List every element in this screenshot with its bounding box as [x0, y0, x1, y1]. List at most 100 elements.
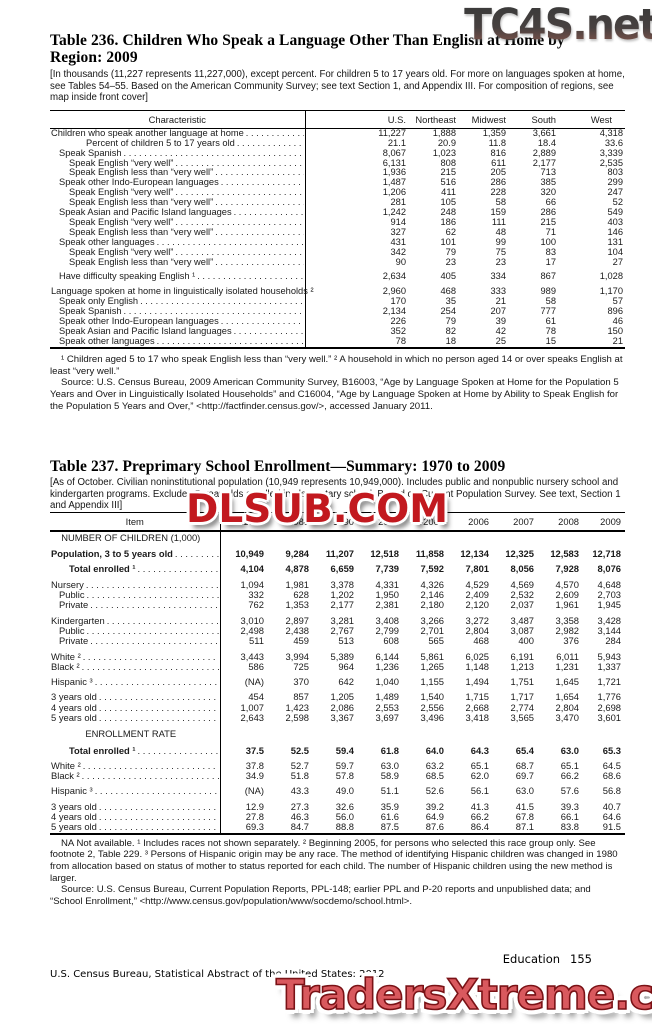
cell-value: 3,339 [599, 147, 623, 158]
cell-value: 2,703 [597, 589, 621, 601]
cell-value: 82 [445, 326, 456, 336]
cell-value: 1,540 [420, 691, 444, 703]
table-236-note: [In thousands (11,227 represents 11,227,… [50, 69, 625, 104]
dot-leader [90, 636, 218, 646]
row-label: Kindergarten [51, 614, 105, 626]
row-label: 4 years old [51, 811, 97, 823]
row-label: Private [59, 599, 89, 611]
cell-value: 1,265 [420, 660, 444, 672]
cell-value: 4,878 [285, 563, 309, 575]
cell-value: 247 [607, 187, 623, 198]
cell-value: 35.9 [380, 800, 399, 812]
row-label: Speak Asian and Pacific Island languages [59, 207, 232, 218]
table-row: Speak English “very well” 342 79 75 83 104 [50, 246, 625, 258]
cell-value: 2,767 [330, 624, 354, 636]
dot-leader [215, 258, 303, 268]
cell-value: 459 [293, 635, 309, 647]
cell-value: 1,155 [420, 676, 444, 688]
cell-value: 20.9 [437, 137, 456, 148]
cell-value: 27.8 [245, 811, 264, 823]
cell-value: 79 [445, 246, 456, 257]
cell-value: 2,438 [285, 624, 309, 636]
cell-value: 1,028 [599, 271, 623, 282]
cell-value: 10,949 [235, 548, 264, 560]
cell-value: 4,331 [375, 578, 399, 590]
cell-value: 1,236 [375, 660, 399, 672]
cell-value: 3,378 [330, 578, 354, 590]
cell-value: 896 [607, 306, 623, 317]
dot-leader [107, 616, 219, 626]
cell-value: 1,040 [375, 676, 399, 688]
column-header-2009: 2009 [600, 515, 621, 527]
cell-value: 454 [248, 691, 264, 703]
footnote-text: NA Not available. ¹ Includes races not s… [50, 837, 618, 884]
cell-value: 3,496 [420, 711, 444, 723]
table-row: Speak English less than “very well” 90 23 2… [50, 256, 625, 268]
cell-value: 3,661 [532, 127, 556, 138]
cell-value: 56.8 [602, 785, 621, 797]
column-header-south: South [531, 113, 557, 125]
column-header-us: U.S. [387, 113, 406, 125]
cell-value: 58.9 [380, 770, 399, 782]
cell-value: 84.7 [290, 821, 309, 833]
table-237: Item 1970 1980 1990 2000 2005 2006 2007 … [50, 511, 625, 835]
table-row: Population, 3 to 5 years old 10,949 9,284 1… [50, 544, 625, 560]
cell-value: 2,532 [510, 589, 534, 601]
cell-value: 549 [607, 207, 623, 218]
cell-value: 64.3 [470, 744, 489, 756]
row-label: Speak Spanish [59, 306, 122, 317]
cell-value: 334 [490, 271, 506, 282]
row-label: Language spoken at home in linguisticall… [51, 286, 314, 297]
row-label: Black ² [51, 770, 80, 782]
cell-value: 400 [518, 635, 534, 647]
cell-value: 12,134 [460, 548, 489, 560]
cell-value: 1,721 [597, 676, 621, 688]
cell-value: 2,037 [510, 599, 534, 611]
cell-value: 3,010 [240, 614, 264, 626]
column-header-1970: 1970 [243, 515, 264, 527]
cell-value: 352 [390, 326, 406, 336]
cell-value: 59.7 [335, 759, 354, 771]
cell-value: 170 [390, 296, 406, 307]
cell-value: 1,715 [465, 691, 489, 703]
table-row: 4 years old 1,007 1,423 2,086 2,553 2,556 2,66… [50, 702, 625, 713]
cell-value: 61 [545, 316, 556, 327]
cell-value: 628 [293, 589, 309, 601]
dot-leader [221, 317, 304, 327]
table-row: Speak other Indo-European languages 1,487… [50, 177, 625, 189]
dot-leader [140, 297, 303, 307]
cell-value: 2,799 [375, 624, 399, 636]
table-row: Speak Spanish 2,134 254 207 777 896 [50, 306, 625, 318]
cell-value: 12,583 [550, 548, 579, 560]
cell-value: 11,207 [325, 548, 354, 560]
cell-value: (NA) [244, 676, 264, 688]
cell-value: 6,191 [510, 650, 534, 662]
table-row: Total enrolled ¹ 37.5 52.5 59.4 61.8 64.0 64.3… [50, 740, 625, 756]
cell-value: 725 [293, 660, 309, 672]
cell-value: 40.7 [602, 800, 621, 812]
cell-value: 5,389 [330, 650, 354, 662]
cell-value: 2,598 [285, 711, 309, 723]
dot-leader [99, 802, 219, 812]
cell-value: 7,928 [555, 563, 579, 575]
row-label: Private [59, 635, 89, 647]
cell-value: 65.1 [560, 759, 579, 771]
cell-value: 3,144 [597, 624, 621, 636]
cell-value: 49.0 [335, 785, 354, 797]
cell-value: 90 [395, 256, 406, 267]
section-label: Education [502, 952, 561, 966]
cell-value: 87.1 [515, 821, 534, 833]
row-label: 5 years old [51, 821, 97, 833]
cell-value: 3,087 [510, 624, 534, 636]
cell-value: 66.1 [560, 811, 579, 823]
cell-value: 41.5 [515, 800, 534, 812]
table-236-header-row: Characteristic U.S. Northeast Midwest So… [50, 110, 625, 129]
cell-value: 111 [491, 216, 506, 227]
cell-value: 2,177 [532, 157, 556, 168]
cell-value: 281 [390, 197, 406, 208]
cell-value: 3,266 [420, 614, 444, 626]
cell-value: 64.9 [425, 811, 444, 823]
table-row: Private 511 459 513 608 565 468 400 376 284 [50, 635, 625, 647]
dot-leader [234, 208, 304, 218]
column-header-1990: 1990 [333, 515, 354, 527]
